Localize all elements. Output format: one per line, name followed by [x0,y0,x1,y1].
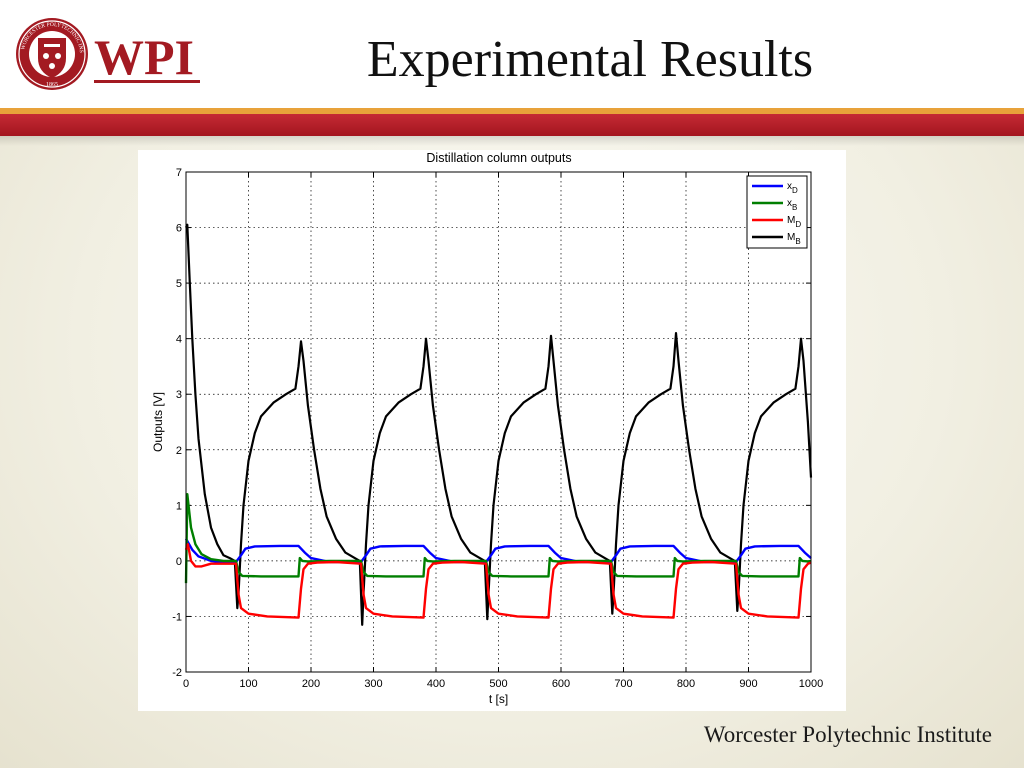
x-axis-label: t [s] [489,692,508,706]
y-tick-label: 6 [176,223,182,235]
grid [186,172,811,672]
slide-title: Experimental Results [366,31,814,88]
legend-label-name: M [787,215,795,226]
wpi-seal-icon: WORCESTER POLYTECHNIC INSTITUTE 1865 [14,16,88,90]
legend-label: xB [787,198,797,212]
legend-label: MD [787,215,801,229]
y-axis-label: Outputs [V] [151,392,165,452]
x-tick-label: 400 [427,678,445,690]
y-tick-label: 0 [176,556,182,568]
legend-label-subscript: D [792,186,798,195]
footer-institution: Worcester Polytechnic Institute [703,722,992,747]
legend-label: xD [787,181,798,195]
distillation-chart: Distillation column outputs 0 100 200 300 40… [151,151,823,706]
x-tick-label: 800 [677,678,695,690]
slide-header: WORCESTER POLYTECHNIC INSTITUTE 1865 WPI… [0,0,1024,112]
y-tick-label: 3 [176,389,182,401]
x-tick-label: 500 [489,678,507,690]
header-band-red [0,114,1024,136]
y-tick-label: 1 [176,500,182,512]
x-tick-label: 700 [614,678,632,690]
y-tick-label: 5 [176,278,182,290]
axis-ticks: 0 100 200 300 400 500 600 700 800 900 1000 -2 -1 0 1 2 3… [172,167,823,690]
legend-label-name: x [787,198,792,209]
legend-label-subscript: B [795,237,800,246]
legend-label: MB [787,232,801,246]
y-tick-label: -2 [172,667,182,679]
x-tick-label: 300 [364,678,382,690]
legend-label-name: x [787,181,792,192]
x-tick-label: 0 [183,678,189,690]
x-tick-label: 100 [239,678,257,690]
x-tick-label: 200 [302,678,320,690]
y-tick-label: 7 [176,167,182,179]
wpi-logo-text: WPI [94,29,194,85]
header-band-orange [0,108,1024,114]
header-band-shadow [0,136,1024,146]
y-tick-label: 2 [176,445,182,457]
series-line-md [184,543,812,619]
series-lines [184,223,813,626]
x-tick-label: 900 [739,678,757,690]
chart-panel: Distillation column outputs 0 100 200 300 40… [138,150,846,711]
axes-frame [185,171,812,673]
wpi-logo: WORCESTER POLYTECHNIC INSTITUTE 1865 WPI [14,16,200,90]
seal-year: 1865 [46,82,58,88]
series-line-xb [184,493,812,584]
legend-label-subscript: D [795,220,801,229]
x-tick-label: 600 [552,678,570,690]
y-tick-label: -1 [172,611,182,623]
chart-title: Distillation column outputs [426,151,571,165]
y-tick-label: 4 [176,334,182,346]
legend-label-subscript: B [792,203,797,212]
x-tick-label: 1000 [799,678,823,690]
legend-label-name: M [787,232,795,243]
